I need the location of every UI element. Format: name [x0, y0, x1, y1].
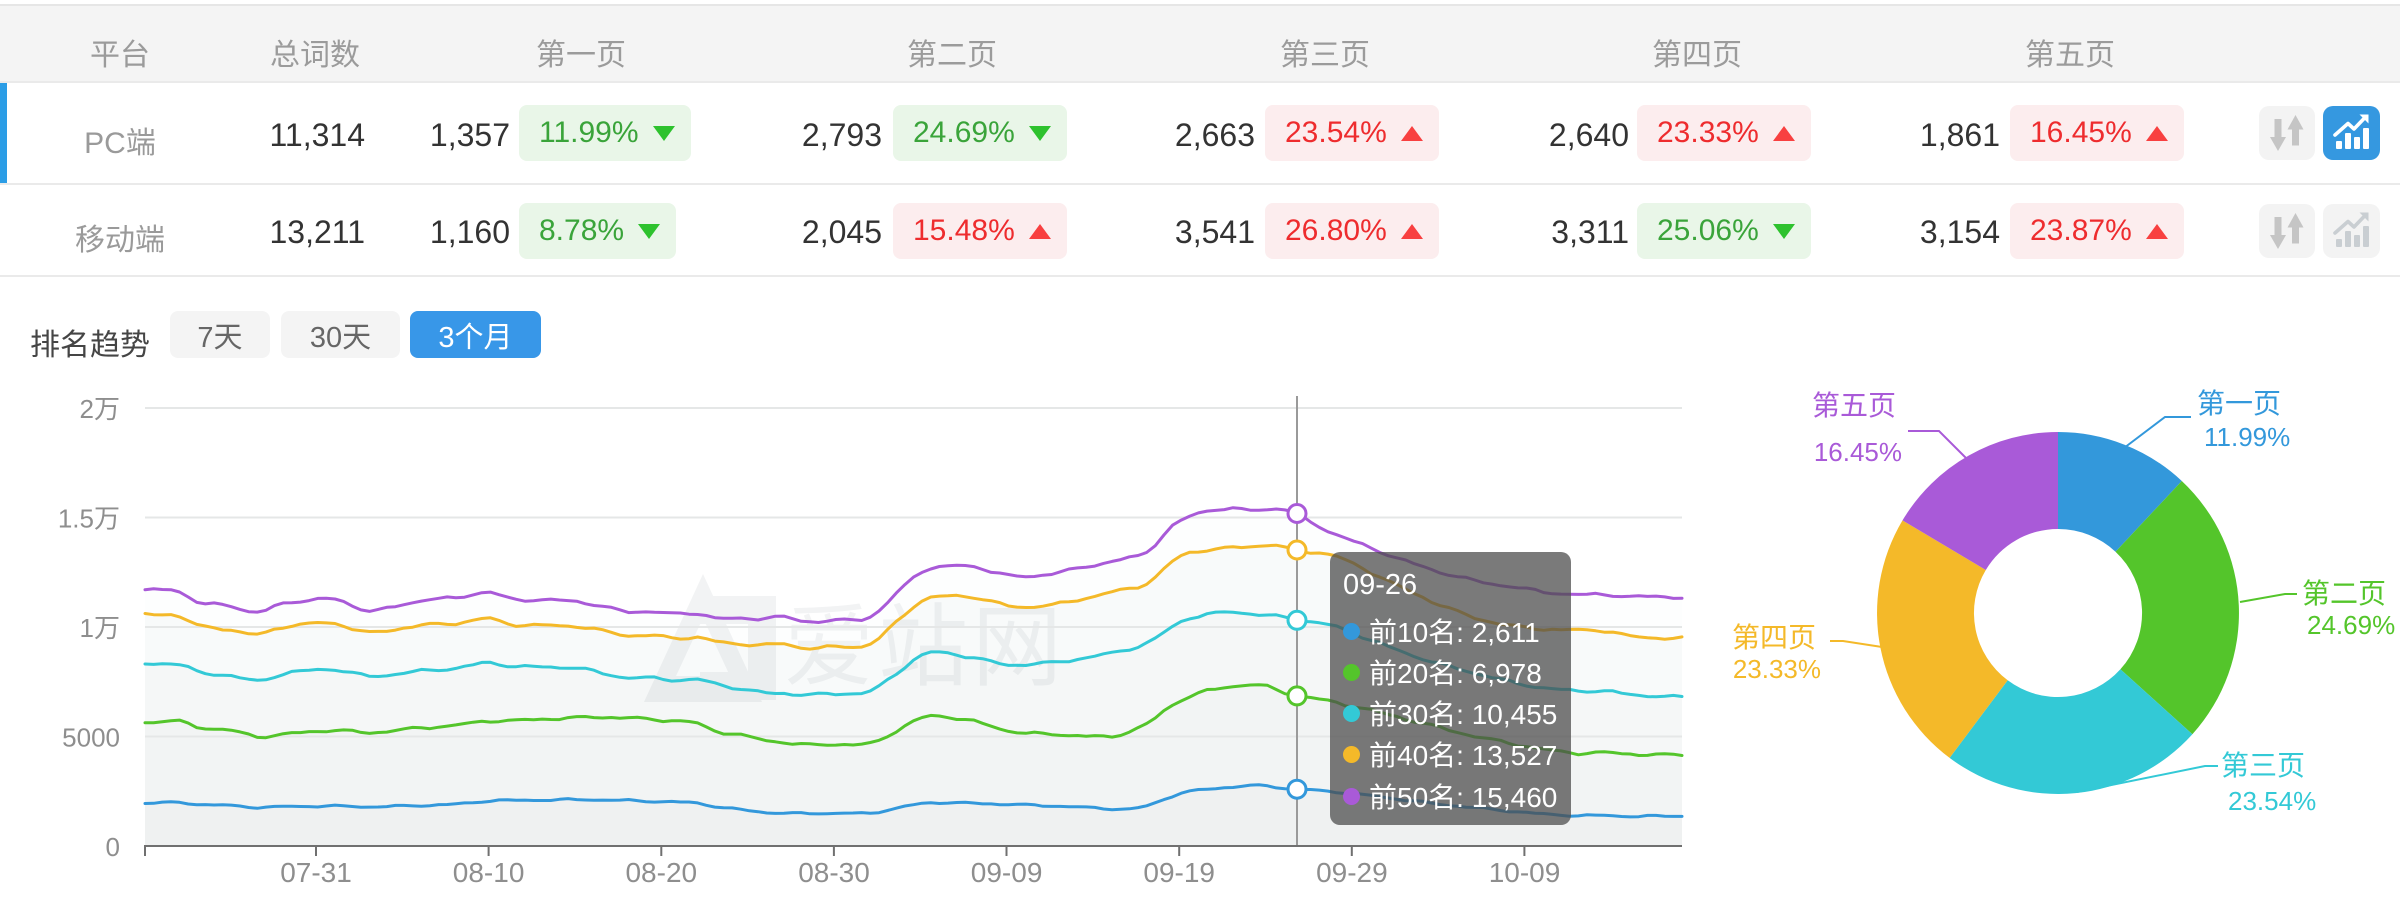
svg-text:2万: 2万: [80, 394, 120, 424]
svg-text:5000: 5000: [62, 723, 120, 753]
svg-text:0: 0: [106, 832, 120, 862]
svg-text:08-10: 08-10: [453, 857, 525, 888]
svg-text:10-09: 10-09: [1489, 857, 1561, 888]
svg-text:09-19: 09-19: [1143, 857, 1215, 888]
svg-text:09-29: 09-29: [1316, 857, 1388, 888]
svg-text:07-31: 07-31: [280, 857, 352, 888]
svg-text:08-20: 08-20: [625, 857, 697, 888]
svg-text:09-09: 09-09: [971, 857, 1043, 888]
svg-text:1.5万: 1.5万: [58, 504, 120, 534]
svg-text:08-30: 08-30: [798, 857, 870, 888]
svg-text:爱站网: 爱站网: [784, 598, 1066, 698]
svg-text:1万: 1万: [80, 613, 120, 643]
